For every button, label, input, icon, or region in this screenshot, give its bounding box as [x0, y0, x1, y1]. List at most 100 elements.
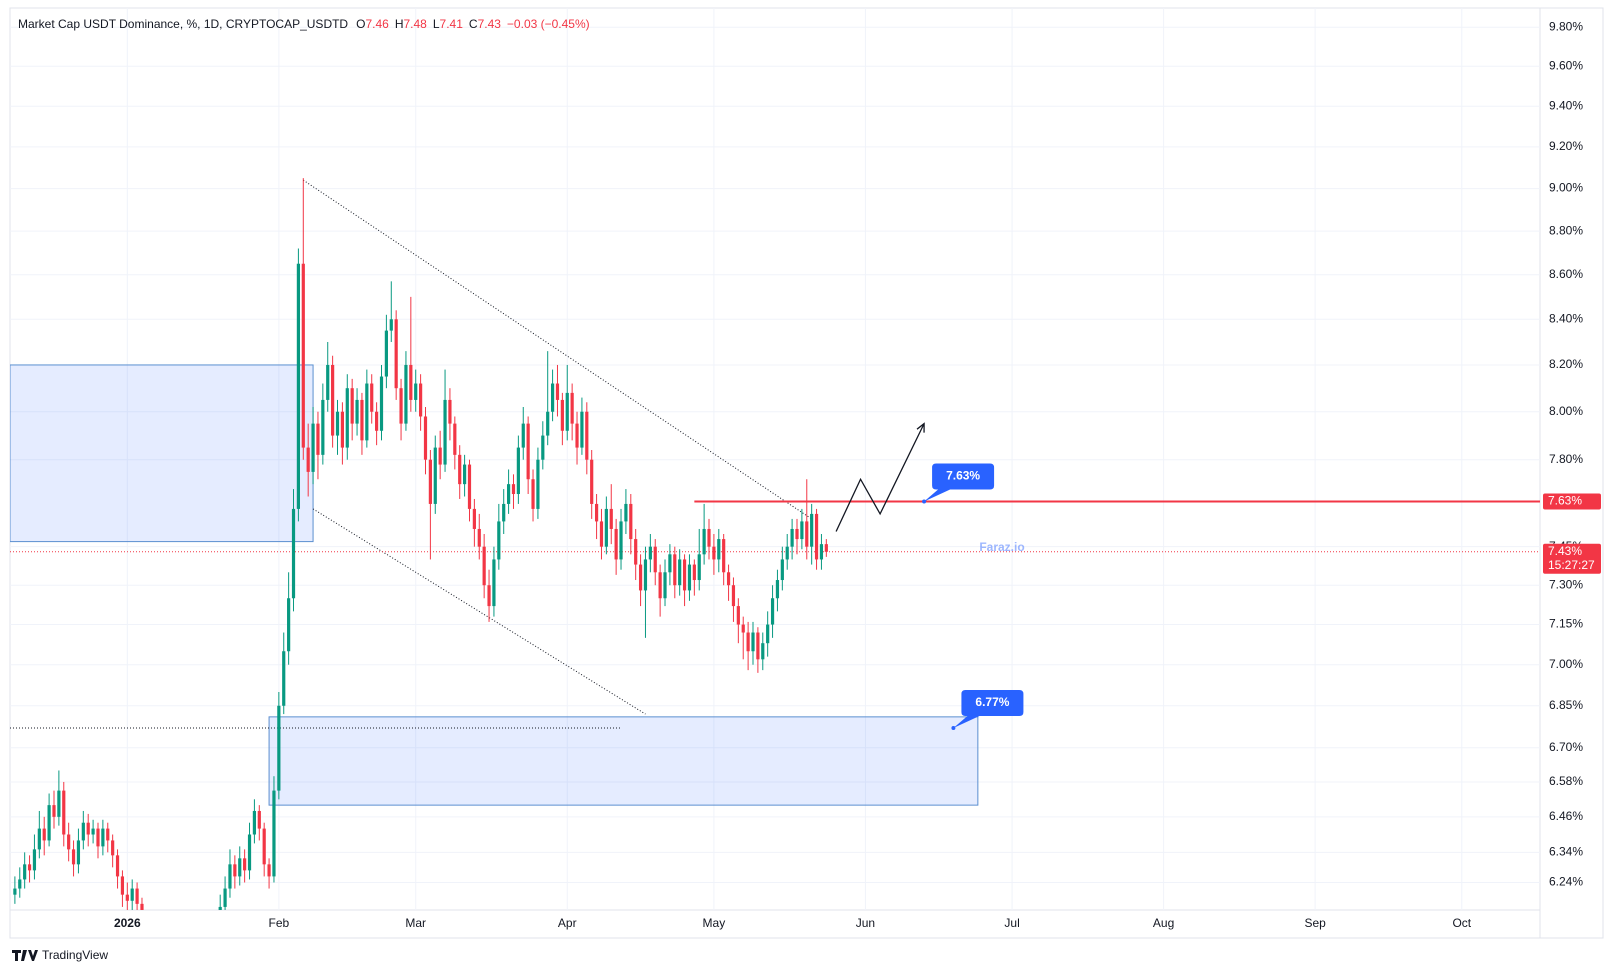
callout-box	[953, 690, 1024, 729]
candle-body	[370, 383, 374, 412]
candle-body	[365, 383, 369, 441]
y-tick-label: 8.40%	[1549, 311, 1583, 325]
legend-key: L	[433, 17, 440, 31]
candle-body	[306, 447, 310, 472]
candle-body	[702, 528, 706, 555]
candle-body	[726, 572, 731, 586]
candle-body	[301, 263, 305, 448]
x-tick-label: Jul	[1004, 916, 1019, 930]
zone	[10, 364, 314, 543]
projection-arrowhead	[916, 422, 925, 433]
candle-body	[594, 503, 599, 522]
candle-body	[13, 888, 17, 895]
candle-body	[619, 521, 623, 560]
brand: TradingView	[12, 948, 108, 962]
candle-body	[805, 521, 809, 547]
x-tick-label: Oct	[1452, 916, 1471, 930]
callout-anchor	[951, 726, 956, 731]
x-tick-label: Jun	[856, 916, 875, 930]
candle-body	[316, 423, 320, 455]
y-tick-label: 7.15%	[1549, 617, 1583, 631]
legend-key: H	[395, 17, 404, 31]
candle-body	[394, 319, 398, 389]
candle-body	[57, 790, 61, 817]
candle-body	[375, 411, 379, 431]
candle-body	[570, 392, 574, 424]
candle-body	[91, 828, 95, 835]
y-tick-label: 6.34%	[1549, 845, 1583, 859]
candle-body	[23, 864, 27, 880]
candle-body	[71, 849, 76, 865]
candle-body	[243, 858, 247, 871]
candle-body	[814, 513, 819, 560]
candle-body	[712, 546, 716, 560]
candle-body	[76, 840, 81, 865]
candle-body	[47, 805, 51, 841]
candle-body	[37, 828, 41, 850]
candle-body	[497, 521, 501, 560]
candle-body	[321, 399, 325, 455]
candle-body	[751, 632, 755, 652]
candle-body	[697, 554, 701, 581]
candle-body	[502, 503, 506, 522]
candle-body	[228, 864, 232, 889]
candle-body	[140, 903, 144, 910]
candle-body	[419, 383, 423, 417]
candle-body	[340, 411, 344, 448]
y-tick-label: 7.30%	[1549, 577, 1583, 591]
candle-body	[247, 834, 252, 871]
y-tick-label: 9.60%	[1549, 58, 1583, 72]
zone	[268, 716, 979, 806]
y-tick-label: 6.85%	[1549, 698, 1583, 712]
candle-body	[541, 435, 545, 460]
candle-body	[673, 554, 677, 586]
candle-body	[585, 411, 589, 460]
candle-body	[824, 544, 828, 552]
candle-body	[345, 388, 349, 448]
candle-body	[453, 423, 457, 455]
candle-body	[565, 392, 569, 431]
candle-body	[590, 459, 594, 504]
candle-body	[360, 399, 364, 441]
axes: 9.80% 9.60% 9.40% 9.20% 9.00% 8.80% 8.60% 8.40%…	[114, 19, 1601, 930]
candle-body	[746, 632, 750, 652]
candle-body	[399, 388, 403, 424]
level-tag-label: 7.63%	[1548, 494, 1582, 508]
candle-body	[536, 459, 540, 509]
candle-body	[233, 864, 237, 877]
candle-body	[472, 508, 476, 529]
candle-body	[27, 864, 32, 871]
candle-body	[335, 411, 340, 436]
candle-body	[443, 399, 447, 465]
x-tick-label: Sep	[1304, 916, 1326, 930]
y-tick-label: 6.70%	[1549, 740, 1583, 754]
candle-body	[463, 464, 467, 485]
candle-body	[42, 828, 46, 841]
y-tick-label: 8.80%	[1549, 223, 1583, 237]
candle-body	[785, 546, 789, 560]
candle-body	[433, 447, 437, 504]
y-tick-label: 8.60%	[1549, 267, 1583, 281]
candle-body	[736, 606, 740, 625]
candle-body	[560, 399, 564, 431]
candle-body	[599, 521, 604, 547]
candle-body	[267, 864, 271, 877]
candle-body	[643, 559, 648, 591]
candle-body	[32, 849, 37, 871]
candle-body	[546, 411, 550, 436]
candle-body	[262, 828, 266, 865]
candle-body	[130, 888, 134, 901]
candle-body	[731, 585, 736, 607]
candle-body	[526, 423, 530, 480]
candle-body	[355, 399, 359, 424]
candle-body	[795, 528, 799, 540]
callout-anchor	[922, 499, 927, 504]
candle-body	[482, 546, 486, 586]
candle-body	[668, 554, 672, 573]
candle-body	[409, 364, 413, 400]
candle-body	[106, 828, 110, 841]
candle-body	[506, 484, 511, 504]
y-tick-label: 8.20%	[1549, 357, 1583, 371]
candle-body	[663, 572, 667, 599]
